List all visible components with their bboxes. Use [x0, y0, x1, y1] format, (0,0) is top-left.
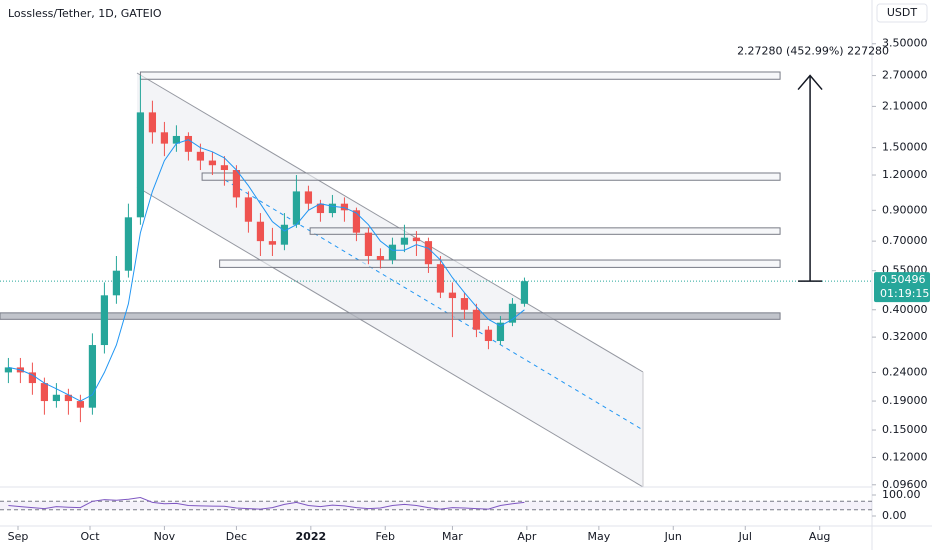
- candle-body: [64, 394, 73, 402]
- candle-body: [124, 217, 133, 271]
- rsi-tick-label: 100.00: [882, 488, 921, 501]
- candle-body: [28, 372, 37, 384]
- rsi-band-fill: [0, 501, 872, 510]
- price-zone: [201, 172, 781, 181]
- y-tick-label: 2.10000: [882, 99, 928, 112]
- candle-body: [196, 151, 205, 161]
- x-tick-label: Feb: [375, 530, 394, 543]
- x-tick-label: Mar: [442, 530, 463, 543]
- candle-body: [448, 292, 457, 299]
- candle-body: [208, 160, 217, 166]
- chart-title: Lossless/Tether, 1D, GATEIO: [8, 7, 162, 20]
- x-tick-label: Jul: [738, 530, 752, 543]
- candle-body: [220, 165, 229, 171]
- candle-body: [304, 191, 313, 204]
- countdown: 01:19:15: [880, 287, 929, 300]
- candle-body: [460, 298, 469, 310]
- candle-body: [376, 256, 385, 261]
- candle-body: [484, 329, 493, 342]
- x-tick-label: Nov: [154, 530, 176, 543]
- x-tick-label: Dec: [226, 530, 247, 543]
- candle-body: [316, 203, 325, 214]
- y-tick-label: 3.50000: [882, 37, 928, 50]
- candle-body: [472, 309, 481, 330]
- candle-body: [244, 197, 253, 222]
- candle-body: [424, 241, 433, 265]
- y-tick-label: 1.20000: [882, 168, 928, 181]
- candle-body: [352, 210, 361, 233]
- candle-body: [400, 237, 409, 245]
- candle-body: [436, 264, 445, 293]
- y-tick-label: 0.12000: [882, 450, 928, 463]
- price-zone: [0, 312, 781, 320]
- candle-body: [52, 394, 61, 402]
- candle-body: [508, 303, 517, 323]
- candle-body: [232, 170, 241, 198]
- x-tick-label: Apr: [517, 530, 537, 543]
- y-tick-label: 0.19000: [882, 394, 928, 407]
- y-tick-label: 0.15000: [882, 423, 928, 436]
- rsi-tick-label: 0.00: [882, 509, 907, 522]
- x-tick-label: 2022: [296, 530, 327, 543]
- candle-body: [328, 203, 337, 214]
- currency-button[interactable]: [876, 3, 928, 23]
- y-tick-label: 1.50000: [882, 141, 928, 154]
- x-tick-label: Oct: [80, 530, 100, 543]
- y-tick-label: 0.09600: [882, 478, 928, 491]
- y-tick-label: 0.24000: [882, 365, 928, 378]
- candle-body: [172, 135, 181, 144]
- rsi-line: [8, 496, 525, 510]
- candle-body: [40, 383, 49, 402]
- candle-body: [412, 237, 421, 242]
- candle-body: [76, 401, 85, 408]
- channel-upper: [136, 72, 644, 373]
- candle-body: [4, 367, 13, 373]
- candle-body: [160, 132, 169, 144]
- x-tick-label: Jun: [664, 530, 682, 543]
- candle-body: [364, 232, 373, 257]
- y-tick-label: 0.90000: [882, 203, 928, 216]
- last-price-label: 0.50496: [880, 273, 926, 286]
- candle-body: [496, 322, 505, 342]
- candle-body: [184, 135, 193, 152]
- candle-body: [88, 345, 97, 408]
- y-tick-label: 2.70000: [882, 69, 928, 82]
- price-zone: [139, 71, 781, 80]
- moving-average: [8, 139, 525, 402]
- measure-arrowhead: [797, 74, 823, 91]
- currency: USDT: [887, 6, 918, 19]
- candle-body: [112, 270, 121, 296]
- y-tick-label: 0.70000: [882, 234, 928, 247]
- channel-lower: [136, 186, 644, 488]
- candle-body: [136, 112, 145, 218]
- x-tick-label: May: [587, 530, 610, 543]
- y-tick-label: 0.40000: [882, 303, 928, 316]
- candle-body: [280, 224, 289, 245]
- price-zone: [309, 227, 781, 235]
- candle-body: [100, 295, 109, 346]
- price-zone: [219, 259, 781, 268]
- candle-body: [388, 244, 397, 261]
- last-price-box: [874, 272, 930, 303]
- candle-body: [268, 241, 277, 245]
- measure-label: 2.27280 (452.99%) 227280: [737, 45, 889, 58]
- candle-body: [520, 281, 529, 304]
- y-tick-label: 0.32000: [882, 330, 928, 343]
- candle-body: [256, 221, 265, 242]
- candle-body: [148, 112, 157, 133]
- x-tick-label: Sep: [8, 530, 29, 543]
- candle-body: [340, 203, 349, 211]
- candle-body: [292, 191, 301, 225]
- x-tick-label: Aug: [809, 530, 830, 543]
